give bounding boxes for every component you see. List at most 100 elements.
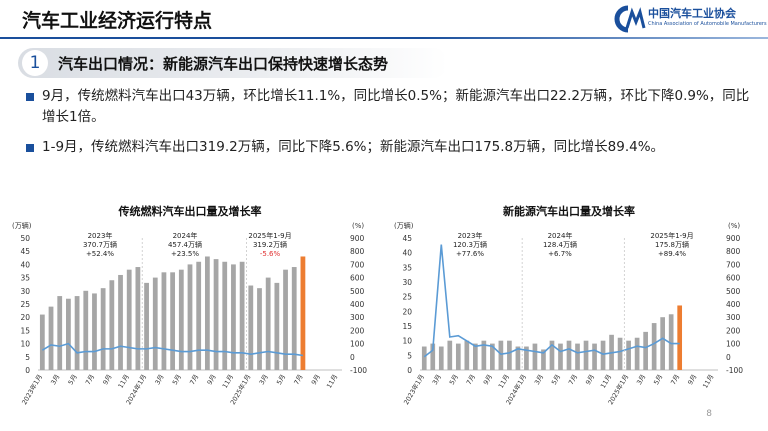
- bar: [144, 282, 149, 370]
- y-tick-left: 40: [20, 260, 30, 269]
- bar: [473, 343, 478, 370]
- y-tick-left: 0: [25, 366, 30, 375]
- annotation-text: 370.7万辆: [83, 240, 117, 249]
- bar: [39, 314, 45, 370]
- page-number: 8: [706, 409, 712, 419]
- y-tick-right: 100: [726, 340, 741, 349]
- x-tick-label: 9月: [310, 373, 322, 386]
- bar: [549, 340, 555, 370]
- x-tick-label: 3月: [258, 373, 270, 386]
- annotation-text: -5.6%: [260, 250, 281, 258]
- annotation-text: 175.8万辆: [655, 240, 689, 249]
- x-tick-label: 11月: [117, 373, 131, 390]
- annotation-text: +23.5%: [171, 250, 199, 258]
- growth-rate-line: [423, 244, 680, 358]
- bar: [668, 314, 674, 370]
- y-axis-label-left: (万辆): [394, 221, 414, 230]
- bar: [196, 261, 202, 370]
- y-tick-right: 800: [726, 247, 741, 256]
- bar: [170, 272, 176, 370]
- bar: [566, 340, 572, 370]
- y-tick-left: 25: [20, 300, 30, 309]
- bar-highlight: [300, 256, 306, 370]
- bar: [651, 323, 657, 370]
- x-tick-label: 9月: [482, 373, 494, 386]
- annotation-text: +52.4%: [86, 250, 114, 258]
- bar: [634, 337, 640, 370]
- annotation-text: 457.4万辆: [168, 240, 202, 249]
- y-tick-left: 25: [402, 293, 412, 302]
- bar: [541, 349, 546, 370]
- bar: [507, 340, 512, 370]
- y-tick-left: 15: [402, 322, 412, 331]
- annotation-text: 2025年1-9月: [650, 231, 693, 240]
- annotation-text: +89.4%: [658, 250, 686, 258]
- y-tick-left: 20: [20, 313, 30, 322]
- bullet-square-icon: [26, 93, 34, 101]
- y-tick-right: 700: [726, 260, 741, 269]
- annotation-text: 2023年: [458, 231, 483, 240]
- y-tick-left: 35: [20, 274, 30, 283]
- y-tick-left: 5: [25, 353, 30, 362]
- bar: [152, 277, 158, 370]
- annotation-text: +77.6%: [456, 250, 484, 258]
- bar: [239, 261, 245, 370]
- bar: [532, 343, 538, 370]
- y-tick-right: 500: [350, 287, 365, 296]
- x-tick-label: 9月: [584, 373, 596, 386]
- y-tick-left: 5: [407, 351, 412, 360]
- bar: [274, 282, 280, 370]
- chart-title: 传统燃料汽车出口量及增长率: [118, 204, 262, 218]
- y-tick-right: 300: [350, 313, 365, 322]
- bar: [558, 343, 563, 370]
- x-tick-label: 7月: [567, 373, 579, 386]
- bar: [222, 261, 228, 370]
- x-tick-label: 3月: [533, 373, 545, 386]
- y-tick-left: 15: [20, 326, 30, 335]
- y-tick-right: 900: [350, 234, 365, 243]
- bar: [481, 340, 487, 370]
- x-tick-label: 11月: [599, 373, 613, 390]
- y-tick-left: 10: [20, 340, 30, 349]
- y-tick-right: 100: [350, 340, 365, 349]
- y-tick-right: 400: [726, 300, 741, 309]
- y-tick-right: 400: [350, 300, 365, 309]
- annotation-text: 2023年: [88, 231, 113, 240]
- bullet-item: 1-9月，传统燃料汽车出口319.2万辆，同比下降5.6%；新能源汽车出口175…: [26, 137, 756, 158]
- bullet-text: 1-9月，传统燃料汽车出口319.2万辆，同比下降5.6%；新能源汽车出口175…: [42, 139, 665, 155]
- bar: [515, 346, 521, 370]
- y-tick-left: 35: [402, 263, 412, 272]
- annotation-text: 120.3万辆: [453, 240, 487, 249]
- bar: [231, 264, 236, 370]
- x-tick-label: 5月: [67, 373, 79, 386]
- bar: [592, 343, 597, 370]
- y-tick-right: 500: [726, 287, 741, 296]
- bar: [74, 296, 80, 370]
- section-title: 汽车出口情况：新能源汽车出口保持快速增长态势: [58, 55, 389, 73]
- page-title: 汽车工业经济运行特点: [22, 10, 213, 32]
- header: 汽车工业经济运行特点 中国汽车工业协会 China Association of…: [0, 0, 768, 39]
- bar: [109, 280, 115, 370]
- y-tick-right: 200: [726, 326, 741, 335]
- bar: [490, 343, 495, 370]
- bar: [600, 340, 606, 370]
- x-tick-label: 3月: [49, 373, 61, 386]
- y-tick-left: 0: [407, 366, 412, 375]
- y-tick-right: 600: [726, 274, 741, 283]
- x-tick-label: 11月: [497, 373, 511, 390]
- x-tick-label: 7月: [188, 373, 200, 386]
- x-tick-label: 11月: [701, 373, 715, 390]
- bar: [421, 346, 427, 370]
- x-tick-label: 2023年1月: [401, 373, 426, 407]
- bullet-item: 9月，传统燃料汽车出口43万辆，环比增长11.1%，同比增长0.5%；新能源汽车…: [26, 86, 756, 128]
- annotation-text: 2025年1-9月: [248, 231, 291, 240]
- y-tick-left: 40: [402, 249, 412, 258]
- bar: [92, 293, 97, 370]
- bar: [135, 267, 141, 370]
- bar: [430, 343, 436, 370]
- bar: [498, 340, 504, 370]
- y-tick-left: 45: [402, 234, 412, 243]
- y-axis-label-left: (万辆): [12, 221, 32, 230]
- x-tick-label: 3月: [431, 373, 443, 386]
- bar: [643, 331, 648, 370]
